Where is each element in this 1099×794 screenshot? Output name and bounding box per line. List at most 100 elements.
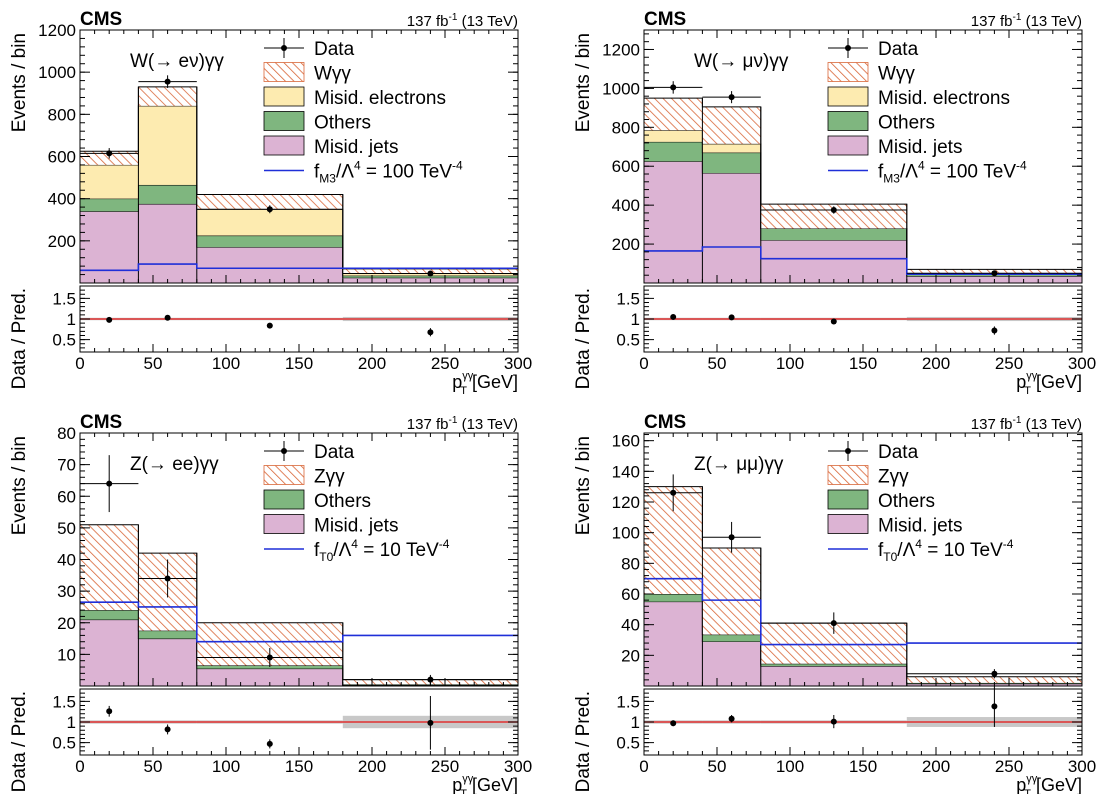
y-axis: 200 400 600 800 1000 1200: [602, 30, 1083, 284]
bar-misid_electrons-bin-1: [80, 164, 139, 199]
y-tick-label: 100: [612, 524, 640, 543]
y-axis-title: Events / bin: [9, 436, 30, 535]
eft-line: [80, 263, 518, 272]
legend-swatch-others: [263, 111, 305, 131]
legend-label-misid_jets: Misid. jets: [878, 137, 962, 158]
bar-misid_electrons-bin-1: [644, 130, 703, 142]
data-point: [164, 78, 171, 85]
legend-data-marker: [845, 448, 851, 454]
y-axis: 200 400 600 800 1000 1200: [38, 21, 519, 284]
ratio-y-tick-label: 1: [67, 713, 76, 732]
legend-data-marker: [845, 45, 851, 51]
ratio-y-axis-title: Data / Pred.: [573, 691, 594, 792]
experiment-label: CMS: [80, 9, 122, 30]
y-tick-label: 60: [57, 487, 76, 506]
luminosity-label: 137 fb-1 (13 TeV): [971, 415, 1082, 433]
y-tick-label: 400: [48, 190, 76, 209]
legend-swatch-misid_electrons: [827, 86, 869, 107]
x-tick-label: 150: [285, 757, 313, 776]
ratio-y-tick-label: 1: [67, 310, 76, 329]
data-point: [991, 270, 998, 277]
bar-misid_electrons-bin-2: [702, 143, 761, 153]
bar-misid_jets-bin-3: [196, 247, 343, 283]
x-tick-label: 0: [639, 757, 648, 776]
legend-label-misid_electrons: Misid. electrons: [878, 88, 1010, 109]
data-points: [644, 81, 1082, 277]
bar-others-bin-2: [702, 634, 761, 642]
ratio-panel: 0.5 1 1.5 0 50 100 150 200 250 300: [616, 685, 1096, 776]
data-points: [644, 474, 1082, 679]
x-tick-label: 100: [776, 354, 804, 373]
bar-misid_jets-bin-2: [702, 641, 761, 686]
process-label: W(→ eν)γγ: [130, 51, 224, 72]
y-tick-label: 10: [57, 645, 76, 664]
bar-others-bin-3: [196, 665, 343, 669]
x-tick-label: 50: [144, 354, 163, 373]
legend-label-signal: Wγγ: [878, 64, 915, 85]
luminosity-label: 137 fb-1 (13 TeV): [407, 12, 518, 30]
x-tick-label: 250: [431, 354, 459, 373]
legend-label-misid_jets: Misid. jets: [314, 137, 398, 158]
ratio-point: [427, 329, 434, 336]
legend-swatch-others: [263, 489, 305, 510]
x-tick-label: 150: [285, 354, 313, 373]
x-tick-label: 200: [922, 354, 950, 373]
ratio-point: [670, 313, 677, 320]
data-point: [670, 489, 677, 496]
bar-others-bin-3: [760, 663, 907, 667]
bar-signal-bin-4: [906, 676, 1082, 683]
data-point: [728, 94, 735, 101]
luminosity-label: 137 fb-1 (13 TeV): [971, 12, 1082, 30]
experiment-label: CMS: [644, 9, 686, 30]
ratio-point: [670, 720, 677, 727]
data-point: [266, 654, 273, 661]
y-tick-label: 600: [48, 148, 76, 167]
ratio-y-tick-label: 0.5: [616, 734, 640, 753]
x-tick-label: 150: [849, 757, 877, 776]
y-axis: 20 40 60 80 100 120 140 160: [612, 432, 1083, 687]
y-axis: 10 20 30 40 50 60 70 80: [57, 424, 519, 687]
legend-swatch-signal: [263, 465, 305, 485]
bar-misid_jets-bin-2: [138, 638, 197, 686]
y-tick-label: 200: [48, 232, 76, 251]
ratio-point: [830, 718, 837, 725]
process-label: Z(→ μμ)γγ: [694, 454, 784, 475]
y-axis-title: Events / bin: [573, 33, 594, 132]
legend-swatch-signal: [263, 62, 305, 82]
bar-others-bin-1: [80, 610, 139, 620]
bar-others-bin-2: [138, 184, 197, 204]
bar-misid_jets-bin-1: [80, 619, 139, 686]
legend-label-others: Others: [878, 113, 935, 134]
ratio-y-axis-title: Data / Pred.: [573, 288, 594, 389]
legend: Data Wγγ Misid. electrons Others Misid. jets…: [827, 38, 1027, 186]
x-tick-label: 300: [1068, 757, 1096, 776]
legend-label-data: Data: [878, 442, 919, 463]
x-tick-label: 250: [431, 757, 459, 776]
y-tick-label: 200: [612, 235, 640, 254]
data-point: [991, 670, 998, 677]
x-axis-title: pγγ T [GeV]: [452, 370, 518, 397]
ratio-y-tick-label: 1.5: [52, 289, 76, 308]
x-tick-label: 300: [504, 757, 532, 776]
y-tick-label: 80: [621, 554, 640, 573]
ratio-y-axis-title: Data / Pred.: [9, 288, 30, 389]
data-point: [106, 480, 113, 487]
data-point: [266, 206, 273, 213]
ratio-y-tick-label: 1: [631, 310, 640, 329]
x-tick-label: 250: [995, 354, 1023, 373]
y-tick-label: 1200: [602, 40, 640, 59]
x-tick-label: 300: [1068, 354, 1096, 373]
x-tick-label: 150: [849, 354, 877, 373]
ratio-point: [427, 719, 434, 726]
x-tick-label: 100: [776, 757, 804, 776]
legend-swatch-misid_jets: [827, 514, 869, 534]
ratio-point: [106, 708, 113, 715]
legend-label-data: Data: [878, 39, 919, 60]
legend-swatch-others: [827, 111, 869, 131]
legend-label-eft: fT0/Λ4 = 10 TeV-4: [878, 537, 1014, 564]
